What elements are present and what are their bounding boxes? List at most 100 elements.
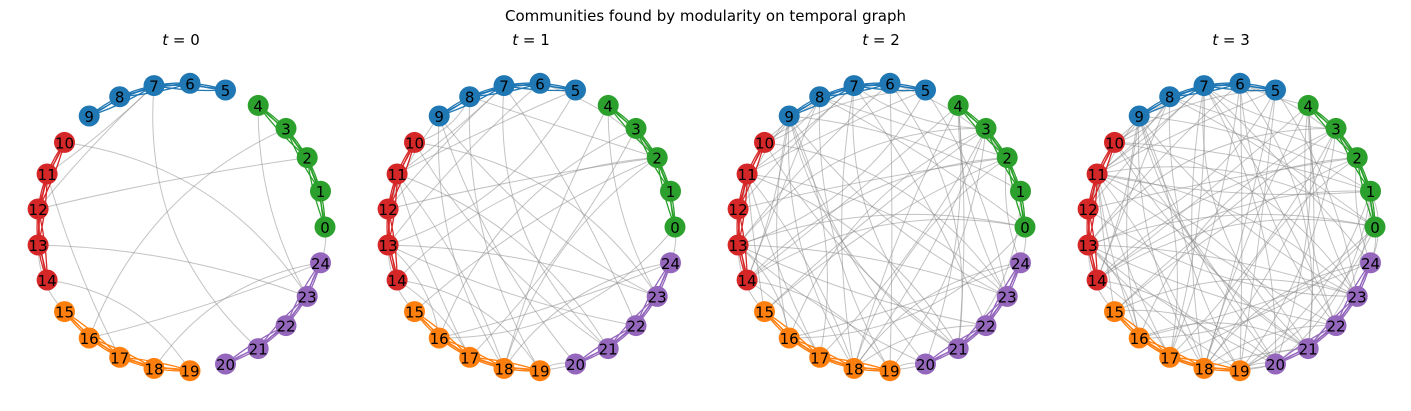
inter-community-edge xyxy=(788,115,828,358)
node-22: 22 xyxy=(1325,315,1347,337)
inter-community-edge xyxy=(819,96,1026,228)
node-label: 12 xyxy=(29,201,48,219)
node-1: 1 xyxy=(1010,180,1031,202)
inter-community-edge xyxy=(414,157,658,312)
node-10: 10 xyxy=(54,131,75,153)
node-label: 4 xyxy=(603,97,613,115)
node-1: 1 xyxy=(660,180,681,202)
node-circle xyxy=(778,327,800,349)
node-circle xyxy=(664,216,686,238)
node-label: 9 xyxy=(434,108,444,126)
node-circle xyxy=(915,353,936,375)
node-label: 8 xyxy=(465,89,475,107)
node-8: 8 xyxy=(109,86,131,108)
inter-community-edge xyxy=(853,85,987,129)
inter-community-edge xyxy=(853,105,959,369)
node-circle xyxy=(1346,285,1368,307)
node-label: 24 xyxy=(1011,255,1030,273)
node-15: 15 xyxy=(1104,301,1125,323)
inter-community-edge xyxy=(1203,128,1337,369)
inter-community-edge xyxy=(397,279,541,371)
inter-community-edge xyxy=(841,85,855,369)
node-2: 2 xyxy=(1346,147,1368,169)
node-label: 14 xyxy=(1088,272,1107,290)
node-circle xyxy=(1229,360,1251,382)
node-3: 3 xyxy=(1325,117,1347,139)
node-20: 20 xyxy=(915,353,936,375)
node-circle xyxy=(54,131,75,153)
node-label: 16 xyxy=(1130,330,1149,348)
node-label: 16 xyxy=(780,330,799,348)
inter-community-edge xyxy=(853,128,987,369)
inter-community-edge xyxy=(819,128,987,358)
node-7: 7 xyxy=(143,75,165,97)
inter-community-edge xyxy=(1087,208,1358,297)
node-0: 0 xyxy=(664,216,686,238)
node-label: 14 xyxy=(38,272,57,290)
inter-community-edge xyxy=(1097,166,1376,228)
inter-community-edge xyxy=(1139,262,1371,339)
node-circle xyxy=(597,338,619,360)
node-18: 18 xyxy=(493,357,515,379)
inter-community-edge xyxy=(257,105,308,297)
node-label: 17 xyxy=(460,349,479,367)
node-label: 18 xyxy=(844,360,863,378)
inter-community-edge xyxy=(746,85,855,175)
node-label: 7 xyxy=(149,78,159,96)
node-4: 4 xyxy=(597,94,619,116)
node-label: 3 xyxy=(981,120,991,138)
node-14: 14 xyxy=(386,269,408,291)
inter-community-edge xyxy=(1169,128,1337,358)
panel-title-value: 2 xyxy=(890,31,900,49)
node-circle xyxy=(1297,94,1319,116)
node-10: 10 xyxy=(404,131,425,153)
node-24: 24 xyxy=(1010,252,1031,274)
inter-community-edge xyxy=(925,89,1008,297)
node-0: 0 xyxy=(314,216,336,238)
node-circle xyxy=(493,357,515,379)
node-label: 12 xyxy=(729,201,748,219)
node-circle xyxy=(109,86,131,108)
panel-title-0: t = 0 xyxy=(31,31,331,49)
inter-community-edge xyxy=(469,128,637,358)
inter-community-edge xyxy=(889,128,987,372)
node-19: 19 xyxy=(1229,360,1251,382)
inter-community-edge xyxy=(853,157,1008,369)
panel-title-equals: = xyxy=(1218,31,1241,49)
node-label: 23 xyxy=(998,288,1017,306)
node-label: 11 xyxy=(738,166,757,184)
inter-community-edge xyxy=(737,89,926,246)
node-circle xyxy=(727,234,749,256)
inter-community-edge xyxy=(746,173,959,349)
node-14: 14 xyxy=(1086,269,1108,291)
inter-community-edge xyxy=(396,89,576,175)
node-14: 14 xyxy=(736,269,758,291)
node-circle xyxy=(843,357,865,379)
node-circle xyxy=(1128,327,1150,349)
node-circle xyxy=(1325,117,1347,139)
node-label: 11 xyxy=(38,166,57,184)
inter-community-edge xyxy=(1169,226,1376,358)
node-circle xyxy=(143,75,165,97)
node-circle xyxy=(1360,252,1381,274)
node-circle xyxy=(1364,216,1386,238)
node-17: 17 xyxy=(109,346,131,368)
node-8: 8 xyxy=(809,86,831,108)
node-circle xyxy=(428,105,450,127)
inter-community-edge xyxy=(1088,244,1358,297)
node-circle xyxy=(314,216,336,238)
node-circle xyxy=(143,357,165,379)
node-circle xyxy=(1086,269,1108,291)
inter-community-edge xyxy=(1114,157,1358,312)
inter-community-edge xyxy=(789,226,1026,339)
inter-community-edge xyxy=(387,244,440,339)
node-9: 9 xyxy=(78,105,100,127)
inter-community-edge xyxy=(1203,89,1276,369)
node-circle xyxy=(625,117,647,139)
node-23: 23 xyxy=(296,285,318,307)
inter-community-edge xyxy=(1169,83,1241,358)
node-15: 15 xyxy=(754,301,775,323)
node-13: 13 xyxy=(27,234,49,256)
inter-community-edge xyxy=(1096,173,1371,195)
node-label: 13 xyxy=(29,237,48,255)
